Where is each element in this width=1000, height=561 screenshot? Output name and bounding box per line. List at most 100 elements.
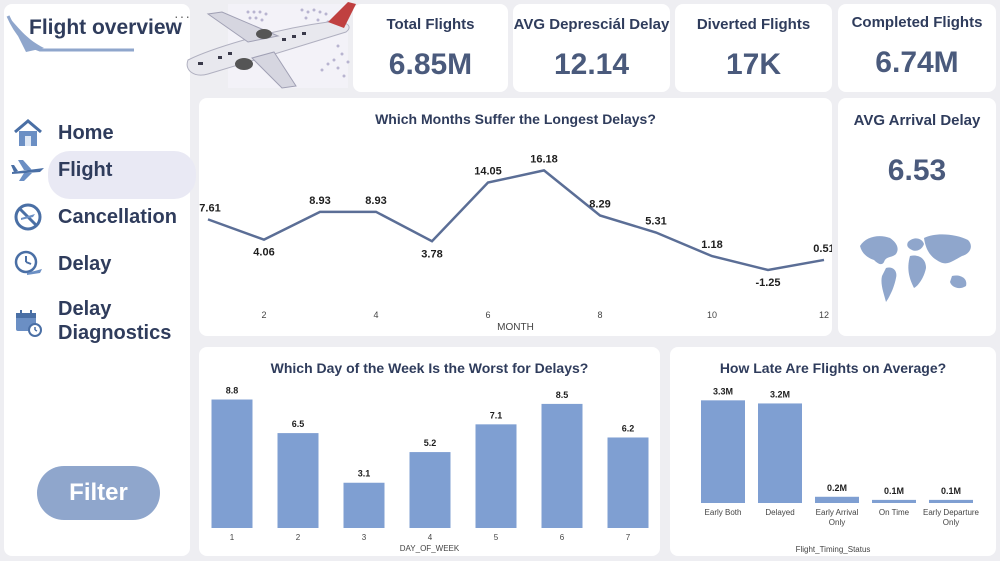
bar <box>872 499 916 503</box>
x-tick-label: 4 <box>428 533 433 542</box>
bar <box>607 437 649 528</box>
x-tick-label: 1 <box>230 533 235 542</box>
kpi-label: Diverted Flights <box>696 16 811 33</box>
data-label: 16.18 <box>530 153 558 165</box>
bar <box>277 433 319 528</box>
data-label: 0.51 <box>813 243 832 255</box>
bar <box>409 452 451 528</box>
bar <box>343 482 385 528</box>
kpi-value: 6.53 <box>887 154 947 187</box>
data-label: -1.25 <box>755 277 780 289</box>
timing-status-bar-chart: 3.3M Early Both 3.2M Delayed 0.2M Early Arriv… <box>701 386 980 527</box>
kpi-value: 6.85M <box>388 48 473 81</box>
bar <box>701 400 745 503</box>
x-tick-label: Early Both <box>705 508 742 517</box>
data-label: 5.2 <box>424 438 437 448</box>
more-options-icon[interactable]: ··· <box>174 8 191 24</box>
x-tick-label: 6 <box>485 310 490 320</box>
x-axis-label: DAY_OF_WEEK <box>399 544 460 553</box>
monthly-delay-line-chart: 7.61 4.06 8.93 8.93 3.78 14.05 16.18 8.29 5.31 1.… <box>199 153 832 320</box>
nav-label: Flight <box>58 159 113 181</box>
data-label: 6.5 <box>292 419 305 429</box>
brand-swoosh-icon <box>6 15 134 52</box>
nav-item-delay-diagnostics[interactable]: Delay Diagnostics <box>4 297 190 345</box>
kpi-card-completed-flights: Completed Flights 6.74M <box>838 4 996 92</box>
x-tick-label: 4 <box>373 310 378 320</box>
data-label: 1.18 <box>701 239 722 251</box>
sidebar <box>4 4 190 556</box>
data-label: 3.2M <box>770 389 790 399</box>
x-tick-label: 7 <box>626 533 631 542</box>
nav-active-highlight <box>48 151 196 199</box>
nav-label: Delay Diagnostics <box>58 298 172 344</box>
data-label: 3.78 <box>421 248 442 260</box>
x-tick-label: 12 <box>819 310 829 320</box>
data-label: 0.1M <box>941 486 961 496</box>
data-label: 0.1M <box>884 486 904 496</box>
x-axis-label: MONTH <box>497 322 534 333</box>
bar <box>211 399 253 528</box>
x-tick-label: 2 <box>261 310 266 320</box>
data-label: 8.93 <box>309 195 330 207</box>
data-label: 7.61 <box>199 202 220 214</box>
weekday-delay-bar-chart: 8.8 1 6.5 2 3.1 3 5.2 4 7.1 5 8.5 6 6.2 7 <box>211 386 649 542</box>
data-label: 5.31 <box>645 216 666 228</box>
chart-title: Which Months Suffer the Longest Delays? <box>375 111 656 127</box>
kpi-value: 12.14 <box>553 48 630 81</box>
nav-item-home[interactable]: Home <box>4 115 190 151</box>
x-tick-label: 2 <box>296 533 301 542</box>
monthly-delay-line-chart-card: Which Months Suffer the Longest Delays? … <box>199 98 832 336</box>
x-tick-label: 5 <box>494 533 499 542</box>
x-tick-label: Only <box>829 518 845 527</box>
x-tick-label: Early Departure <box>923 508 980 517</box>
x-axis-label: Flight_Timing_Status <box>795 545 871 554</box>
clock-plane-icon <box>10 246 46 282</box>
weekday-delay-bar-chart-card: Which Day of the Week Is the Worst for D… <box>199 347 660 556</box>
airplane-icon <box>186 2 356 89</box>
bar <box>475 424 517 528</box>
x-tick-label: 6 <box>560 533 565 542</box>
x-tick-label: Early Arrival <box>816 508 859 517</box>
data-label: 14.05 <box>474 166 502 178</box>
dotted-world-map-icon <box>246 8 350 78</box>
data-label: 6.2 <box>622 423 635 433</box>
data-label: 8.93 <box>365 195 386 207</box>
x-tick-label: 8 <box>597 310 602 320</box>
kpi-label: Completed Flights <box>851 14 983 31</box>
filter-button[interactable]: Filter <box>37 466 160 520</box>
nav-label: Delay <box>58 253 112 275</box>
x-tick-label: 3 <box>362 533 367 542</box>
data-label: 4.06 <box>253 247 274 259</box>
x-tick-label: Only <box>943 518 959 527</box>
data-label: 3.3M <box>713 386 733 396</box>
kpi-card-avg-departure-delay: AVG Depresciál Delay 12.14 <box>513 4 670 92</box>
x-tick-label: 10 <box>707 310 717 320</box>
nav-item-delay[interactable]: Delay <box>4 246 190 282</box>
delay-series-line <box>207 169 825 272</box>
x-tick-label: Delayed <box>765 508 794 517</box>
data-label: 8.29 <box>589 198 610 210</box>
timing-status-bar-chart-card: How Late Are Flights on Average? 3.3M Ear… <box>670 347 996 556</box>
kpi-label: AVG Arrival Delay <box>853 112 981 129</box>
airplane-hero-image <box>186 2 356 89</box>
home-icon <box>10 115 46 151</box>
chart-title: Which Day of the Week Is the Worst for D… <box>270 360 589 376</box>
kpi-card-total-flights: Total Flights 6.85M <box>353 4 508 92</box>
nav-label: Home <box>58 122 114 144</box>
kpi-label: Total Flights <box>386 16 475 33</box>
bar <box>541 403 583 528</box>
kpi-card-avg-arrival-delay: AVG Arrival Delay 6.53 <box>838 98 996 336</box>
kpi-card-diverted-flights: Diverted Flights 17K <box>675 4 832 92</box>
nav-label: Cancellation <box>58 206 177 228</box>
data-label: 8.5 <box>556 390 569 400</box>
data-label: 0.2M <box>827 483 847 493</box>
brand-header: Flight overview ··· <box>4 4 194 92</box>
nav-item-cancellation[interactable]: Cancellation <box>4 199 190 235</box>
airplane-icon <box>10 152 46 188</box>
kpi-label: AVG Depresciál Delay <box>513 16 670 33</box>
kpi-value: 17K <box>725 48 782 81</box>
chart-title: How Late Are Flights on Average? <box>719 360 947 376</box>
kpi-value: 6.74M <box>875 46 959 79</box>
data-label: 7.1 <box>490 410 503 420</box>
nav-item-flight[interactable]: Flight <box>4 152 190 188</box>
